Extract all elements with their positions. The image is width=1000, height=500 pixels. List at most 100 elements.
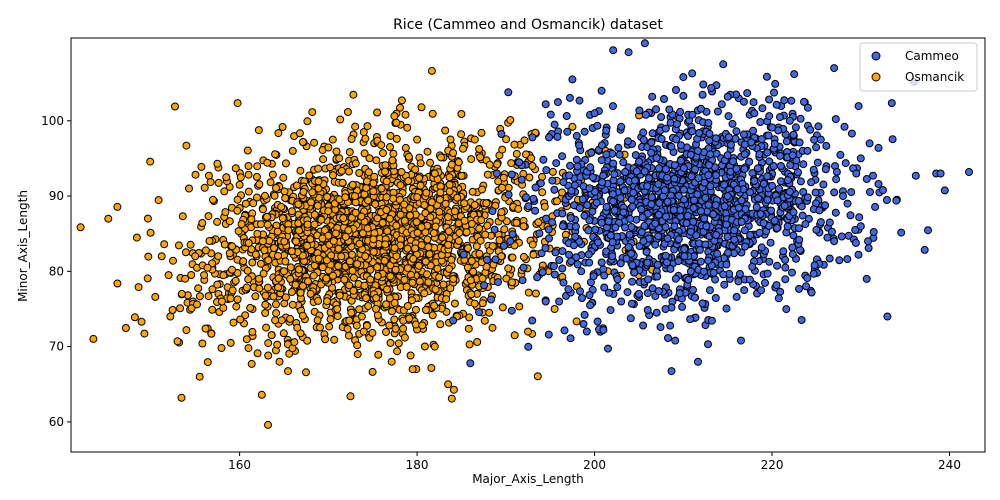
osmancik-point <box>370 172 379 181</box>
osmancik-point <box>353 260 362 268</box>
cammeo-point <box>686 150 695 159</box>
osmancik-point <box>420 342 429 351</box>
cammeo-point <box>643 258 652 267</box>
osmancik-point <box>462 228 471 237</box>
osmancik-point <box>351 159 360 168</box>
osmancik-point <box>200 271 209 280</box>
osmancik-point <box>343 108 352 116</box>
osmancik-point <box>264 256 273 265</box>
osmancik-point <box>299 187 308 196</box>
cammeo-point <box>762 72 771 81</box>
cammeo-point <box>813 158 822 167</box>
cammeo-point <box>781 255 790 264</box>
osmancik-point <box>273 340 282 349</box>
cammeo-point <box>624 48 633 57</box>
cammeo-point <box>592 198 601 207</box>
osmancik-point <box>257 220 265 229</box>
osmancik-point <box>485 160 494 169</box>
osmancik-point <box>446 284 455 293</box>
cammeo-point <box>733 185 742 194</box>
osmancik-point <box>160 240 169 249</box>
osmancik-point <box>206 178 215 187</box>
cammeo-point <box>615 150 624 159</box>
osmancik-point <box>204 171 213 180</box>
cammeo-point <box>666 118 675 127</box>
cammeo-point <box>724 112 733 121</box>
osmancik-point <box>464 244 472 253</box>
osmancik-point <box>475 145 484 153</box>
osmancik-point <box>339 214 348 223</box>
cammeo-point <box>598 178 607 187</box>
cammeo-point <box>965 168 973 176</box>
osmancik-point <box>502 274 511 283</box>
cammeo-point <box>746 188 754 197</box>
cammeo-point <box>764 131 773 140</box>
osmancik-point <box>198 219 207 227</box>
osmancik-point <box>208 305 217 314</box>
osmancik-point <box>209 195 217 204</box>
cammeo-point <box>803 103 812 112</box>
cammeo-point <box>788 268 796 277</box>
cammeo-point <box>737 336 745 345</box>
osmancik-point <box>538 188 547 197</box>
osmancik-point <box>427 364 436 372</box>
osmancik-point <box>427 198 436 207</box>
osmancik-point <box>508 278 516 287</box>
osmancik-point <box>345 316 354 325</box>
cammeo-point <box>770 139 779 148</box>
cammeo-point <box>627 299 636 308</box>
cammeo-point <box>806 125 815 134</box>
cammeo-point <box>803 146 812 155</box>
osmancik-point <box>372 156 381 165</box>
osmancik-point <box>313 316 322 325</box>
cammeo-point <box>625 230 634 239</box>
cammeo-point <box>608 238 617 247</box>
cammeo-point <box>569 241 578 250</box>
cammeo-point <box>494 278 502 287</box>
cammeo-point <box>604 344 612 353</box>
cammeo-point <box>676 107 685 116</box>
cammeo-point <box>597 141 606 150</box>
osmancik-point <box>558 188 566 197</box>
osmancik-point <box>538 172 547 181</box>
cammeo-point <box>754 194 763 203</box>
osmancik-point <box>369 235 378 244</box>
osmancik-point <box>391 324 400 333</box>
osmancik-point <box>303 336 312 345</box>
cammeo-point <box>693 146 702 155</box>
cammeo-point <box>717 100 726 109</box>
cammeo-point <box>619 158 628 167</box>
cammeo-point <box>795 235 804 244</box>
cammeo-point <box>550 185 559 194</box>
cammeo-point <box>585 258 594 267</box>
osmancik-point <box>399 324 408 333</box>
osmancik-point <box>193 300 201 309</box>
osmancik-point <box>420 201 429 209</box>
osmancik-point <box>314 254 323 263</box>
cammeo-point <box>756 118 765 126</box>
cammeo-point <box>803 274 812 283</box>
cammeo-point <box>779 247 788 256</box>
x-axis: 160 180 200 220 240 <box>228 452 961 472</box>
cammeo-point <box>821 165 830 174</box>
cammeo-point <box>528 133 537 142</box>
cammeo-point <box>641 110 650 119</box>
osmancik-point <box>295 226 303 235</box>
osmancik-point <box>278 214 287 223</box>
osmancik-point <box>390 315 399 324</box>
cammeo-point <box>757 135 766 144</box>
cammeo-point <box>679 164 688 173</box>
cammeo-point <box>819 180 828 189</box>
cammeo-point <box>541 100 550 109</box>
legend-marker <box>871 72 881 82</box>
osmancik-point <box>469 267 478 276</box>
osmancik-point <box>364 302 373 310</box>
cammeo-point <box>750 249 759 258</box>
osmancik-point <box>531 289 540 298</box>
cammeo-point <box>680 252 689 261</box>
cammeo-point <box>711 201 720 210</box>
osmancik-point <box>512 149 521 158</box>
osmancik-point <box>514 204 523 213</box>
osmancik-point <box>431 222 440 231</box>
cammeo-point <box>587 148 596 157</box>
